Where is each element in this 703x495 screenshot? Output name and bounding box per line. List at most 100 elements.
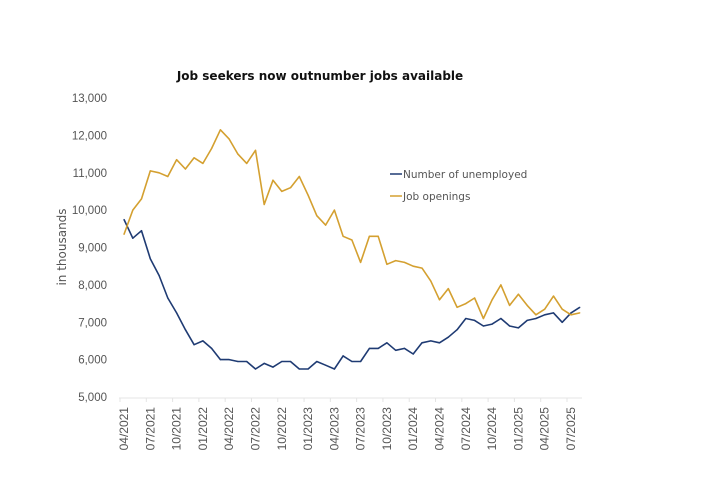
y-tick-label: 5,000 [78, 392, 107, 404]
x-tick-label: 04/2021 [117, 407, 131, 451]
data-point [500, 317, 502, 320]
data-point [325, 364, 327, 366]
data-point [368, 235, 370, 237]
data-point [579, 306, 581, 308]
data-point [386, 342, 388, 344]
data-point [386, 263, 388, 265]
data-point [368, 347, 370, 349]
series-line-job-openings [123, 129, 580, 320]
x-tick-label: 01/2025 [511, 407, 525, 451]
data-point [193, 344, 195, 346]
data-point [289, 187, 292, 189]
data-point [298, 368, 300, 370]
data-point [333, 209, 335, 211]
x-tick-label: 07/2025 [564, 407, 578, 451]
x-tick-label: 01/2023 [301, 407, 315, 451]
x-tick-label: 01/2022 [196, 407, 210, 451]
data-point [465, 303, 467, 305]
x-tick-label: 10/2021 [170, 407, 184, 451]
data-point [360, 261, 362, 263]
data-point [395, 260, 397, 262]
data-point [430, 280, 432, 282]
data-point [219, 359, 221, 361]
x-tick-label: 07/2023 [354, 407, 368, 451]
y-tick-label: 6,000 [78, 355, 107, 367]
data-point [360, 360, 362, 363]
x-tick-label: 10/2022 [275, 407, 289, 451]
data-point [272, 366, 274, 368]
data-point [289, 360, 292, 363]
data-point [176, 159, 178, 161]
data-point [263, 203, 265, 206]
x-tick-label: 07/2021 [143, 407, 157, 451]
data-point [526, 304, 528, 306]
data-point [509, 325, 511, 327]
data-point [263, 362, 265, 364]
data-point [482, 317, 484, 320]
data-point [351, 239, 353, 241]
data-point [176, 312, 178, 314]
x-tick-label: 07/2022 [248, 407, 262, 451]
data-point [544, 314, 546, 316]
data-point [403, 347, 406, 349]
data-point [517, 327, 520, 329]
y-tick-label: 7,000 [78, 317, 107, 329]
y-tick-label: 12,000 [72, 130, 107, 142]
data-point [570, 314, 572, 316]
data-point [158, 274, 160, 277]
data-point [246, 162, 248, 164]
data-point [342, 355, 344, 357]
data-point [491, 299, 493, 301]
data-point [570, 312, 572, 314]
data-point [298, 175, 300, 178]
data-point [412, 265, 414, 267]
data-point [447, 288, 449, 290]
y-tick-label: 9,000 [78, 243, 107, 255]
data-point [149, 170, 151, 172]
data-point [167, 297, 169, 299]
data-point [237, 153, 239, 155]
data-point [184, 329, 186, 331]
x-tick-label: 04/2025 [538, 407, 552, 451]
x-tick-label: 10/2024 [485, 407, 499, 451]
data-point [228, 359, 230, 361]
data-point [316, 215, 318, 217]
data-point [132, 209, 134, 211]
data-point [395, 349, 397, 351]
x-tick-label: 10/2023 [380, 407, 394, 451]
data-point [254, 368, 257, 370]
data-point [561, 308, 563, 310]
data-point [140, 198, 143, 200]
data-point [517, 293, 520, 295]
data-point [123, 218, 125, 221]
data-point [482, 325, 484, 327]
data-point [500, 284, 502, 286]
data-point [421, 342, 423, 344]
data-point [474, 297, 476, 299]
data-point [509, 304, 511, 306]
data-point [123, 233, 125, 235]
data-point [438, 342, 441, 344]
y-tick-label: 11,000 [73, 168, 107, 180]
data-point [430, 340, 432, 342]
data-point [474, 319, 476, 321]
x-axis: 04/2021 07/2021 10/2021 01/2022 04/2022 07/20… [117, 397, 582, 451]
legend: Number of unemployed Job openings [390, 169, 527, 203]
data-point [307, 194, 309, 196]
data-point [272, 179, 274, 181]
data-point [447, 336, 449, 338]
y-tick-label: 8,000 [78, 280, 107, 292]
data-point [237, 360, 239, 363]
data-point [535, 314, 537, 316]
data-point [438, 299, 441, 301]
data-point [456, 329, 458, 331]
data-point [167, 175, 169, 178]
data-point [158, 172, 160, 174]
data-point [149, 258, 151, 260]
data-point [535, 317, 537, 320]
data-point [561, 321, 563, 323]
chart-title: Job seekers now outnumber jobs available [176, 69, 463, 83]
data-point [526, 319, 528, 321]
data-point [211, 147, 213, 150]
data-point [228, 138, 230, 140]
